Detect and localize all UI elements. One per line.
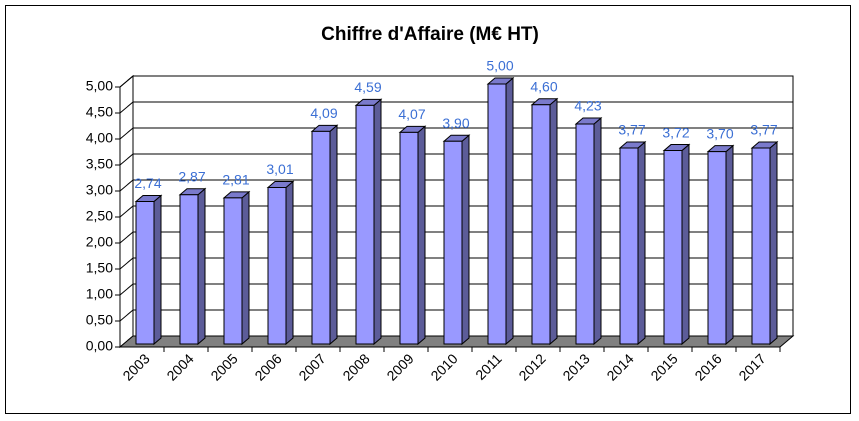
y-tick-label: 1,00	[86, 286, 113, 302]
bar-front	[267, 186, 287, 345]
bar	[354, 98, 383, 346]
y-tick-label: 5,00	[86, 78, 113, 94]
bar-front	[707, 151, 727, 345]
grid-line	[119, 101, 793, 114]
bar-side	[461, 134, 470, 346]
bar-front	[223, 197, 243, 345]
bar	[442, 134, 471, 346]
bar-front	[135, 201, 155, 345]
bar-side	[417, 125, 426, 346]
value-label: 5,00	[486, 58, 513, 74]
value-label: 4,59	[354, 79, 381, 95]
bar	[222, 190, 251, 346]
bar-front	[619, 147, 639, 345]
bar-side	[153, 194, 162, 346]
value-label: 3,77	[750, 122, 777, 138]
bar-front	[487, 83, 507, 345]
bar-front	[531, 104, 551, 345]
value-label: 3,77	[618, 122, 645, 138]
value-label: 2,74	[134, 175, 161, 191]
bar-front	[751, 147, 771, 345]
y-tick-label: 2,50	[86, 208, 113, 224]
bar	[486, 76, 515, 346]
bar	[574, 116, 603, 346]
value-label: 4,60	[530, 79, 557, 95]
bar-side	[681, 143, 690, 346]
grid-line	[119, 309, 793, 322]
bar-side	[725, 144, 734, 346]
bar-side	[329, 124, 338, 346]
bar-front	[311, 130, 331, 345]
y-tick-label: 4,00	[86, 130, 113, 146]
bar	[530, 97, 559, 346]
value-label: 4,23	[574, 98, 601, 114]
bar-front	[355, 104, 375, 345]
value-label: 4,07	[398, 106, 425, 122]
value-label: 2,81	[222, 172, 249, 188]
bar-side	[505, 76, 514, 346]
bar-side	[241, 190, 250, 346]
y-tick-label: 1,50	[86, 260, 113, 276]
bar	[134, 194, 163, 346]
bar	[662, 143, 691, 346]
value-label: 2,87	[178, 168, 205, 184]
bar-front	[443, 140, 463, 345]
value-label: 3,90	[442, 115, 469, 131]
value-label: 4,09	[310, 105, 337, 121]
bar-side	[285, 180, 294, 346]
chart-title: Chiffre d'Affaire (M€ HT)	[321, 24, 539, 45]
bar-front	[179, 194, 199, 345]
value-label: 3,72	[662, 124, 689, 140]
bar	[618, 140, 647, 346]
grid-line	[119, 179, 793, 192]
bar-side	[549, 97, 558, 346]
y-tick-label: 2,00	[86, 234, 113, 250]
bar-side	[197, 187, 206, 346]
bar-side	[593, 116, 602, 346]
bar-front	[663, 150, 683, 345]
bar	[750, 140, 779, 346]
bar-side	[769, 140, 778, 346]
grid-line	[119, 153, 793, 166]
y-tick-label: 3,50	[86, 156, 113, 172]
bar	[266, 180, 295, 346]
bar	[310, 124, 339, 346]
bar	[398, 125, 427, 346]
grid-line	[119, 231, 793, 244]
bar-side	[637, 140, 646, 346]
grid-line	[119, 75, 793, 88]
bar	[706, 144, 735, 346]
bar-front	[399, 131, 419, 345]
y-tick-label: 3,00	[86, 182, 113, 198]
y-tick-label: 4,50	[86, 104, 113, 120]
grid-line	[119, 127, 793, 140]
grid-line	[119, 205, 793, 218]
y-tick-label: 0,00	[86, 338, 113, 354]
y-tick-label: 0,50	[86, 312, 113, 328]
bar-front	[575, 123, 595, 345]
value-label: 3,01	[266, 161, 293, 177]
bar-side	[373, 98, 382, 346]
bar	[178, 187, 207, 346]
value-label: 3,70	[706, 125, 733, 141]
grid-line	[119, 283, 793, 296]
grid-line	[119, 257, 793, 270]
